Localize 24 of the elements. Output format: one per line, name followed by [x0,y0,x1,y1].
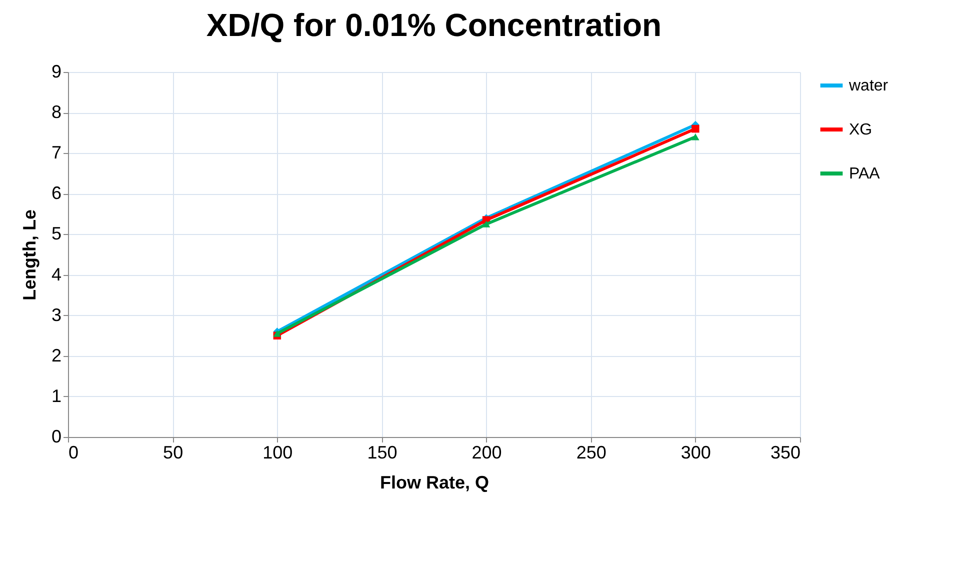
x-tick-label: 250 [576,442,606,462]
x-tick-label: 300 [680,442,711,462]
legend-label: PAA [849,166,880,182]
legend-label: XG [849,122,872,138]
y-tick-label: 3 [51,304,62,325]
x-tick-label: 100 [262,442,293,462]
x-axis-title: Flow Rate, Q [380,472,490,492]
y-axis-title: Length, Le [19,210,40,300]
x-tick-label: 0 [68,442,79,462]
y-tick-label: 4 [51,264,62,284]
x-tick-label: 150 [367,442,398,462]
x-tick-label: 200 [472,442,502,462]
y-tick-label: 0 [51,426,62,446]
y-tick-label: 9 [51,62,62,82]
x-tick-label: 350 [770,442,800,462]
y-tick-label: 8 [51,102,62,122]
y-tick-label: 6 [51,183,62,204]
y-tick-label: 7 [51,142,62,163]
y-tick-label: 2 [51,345,62,366]
y-tick-label: 5 [51,224,62,244]
x-tick-label: 50 [163,442,184,462]
y-tick-label: 1 [51,386,62,406]
chart-title: XD/Q for 0.01% Concentration [206,7,662,43]
legend-label: water [848,78,889,94]
